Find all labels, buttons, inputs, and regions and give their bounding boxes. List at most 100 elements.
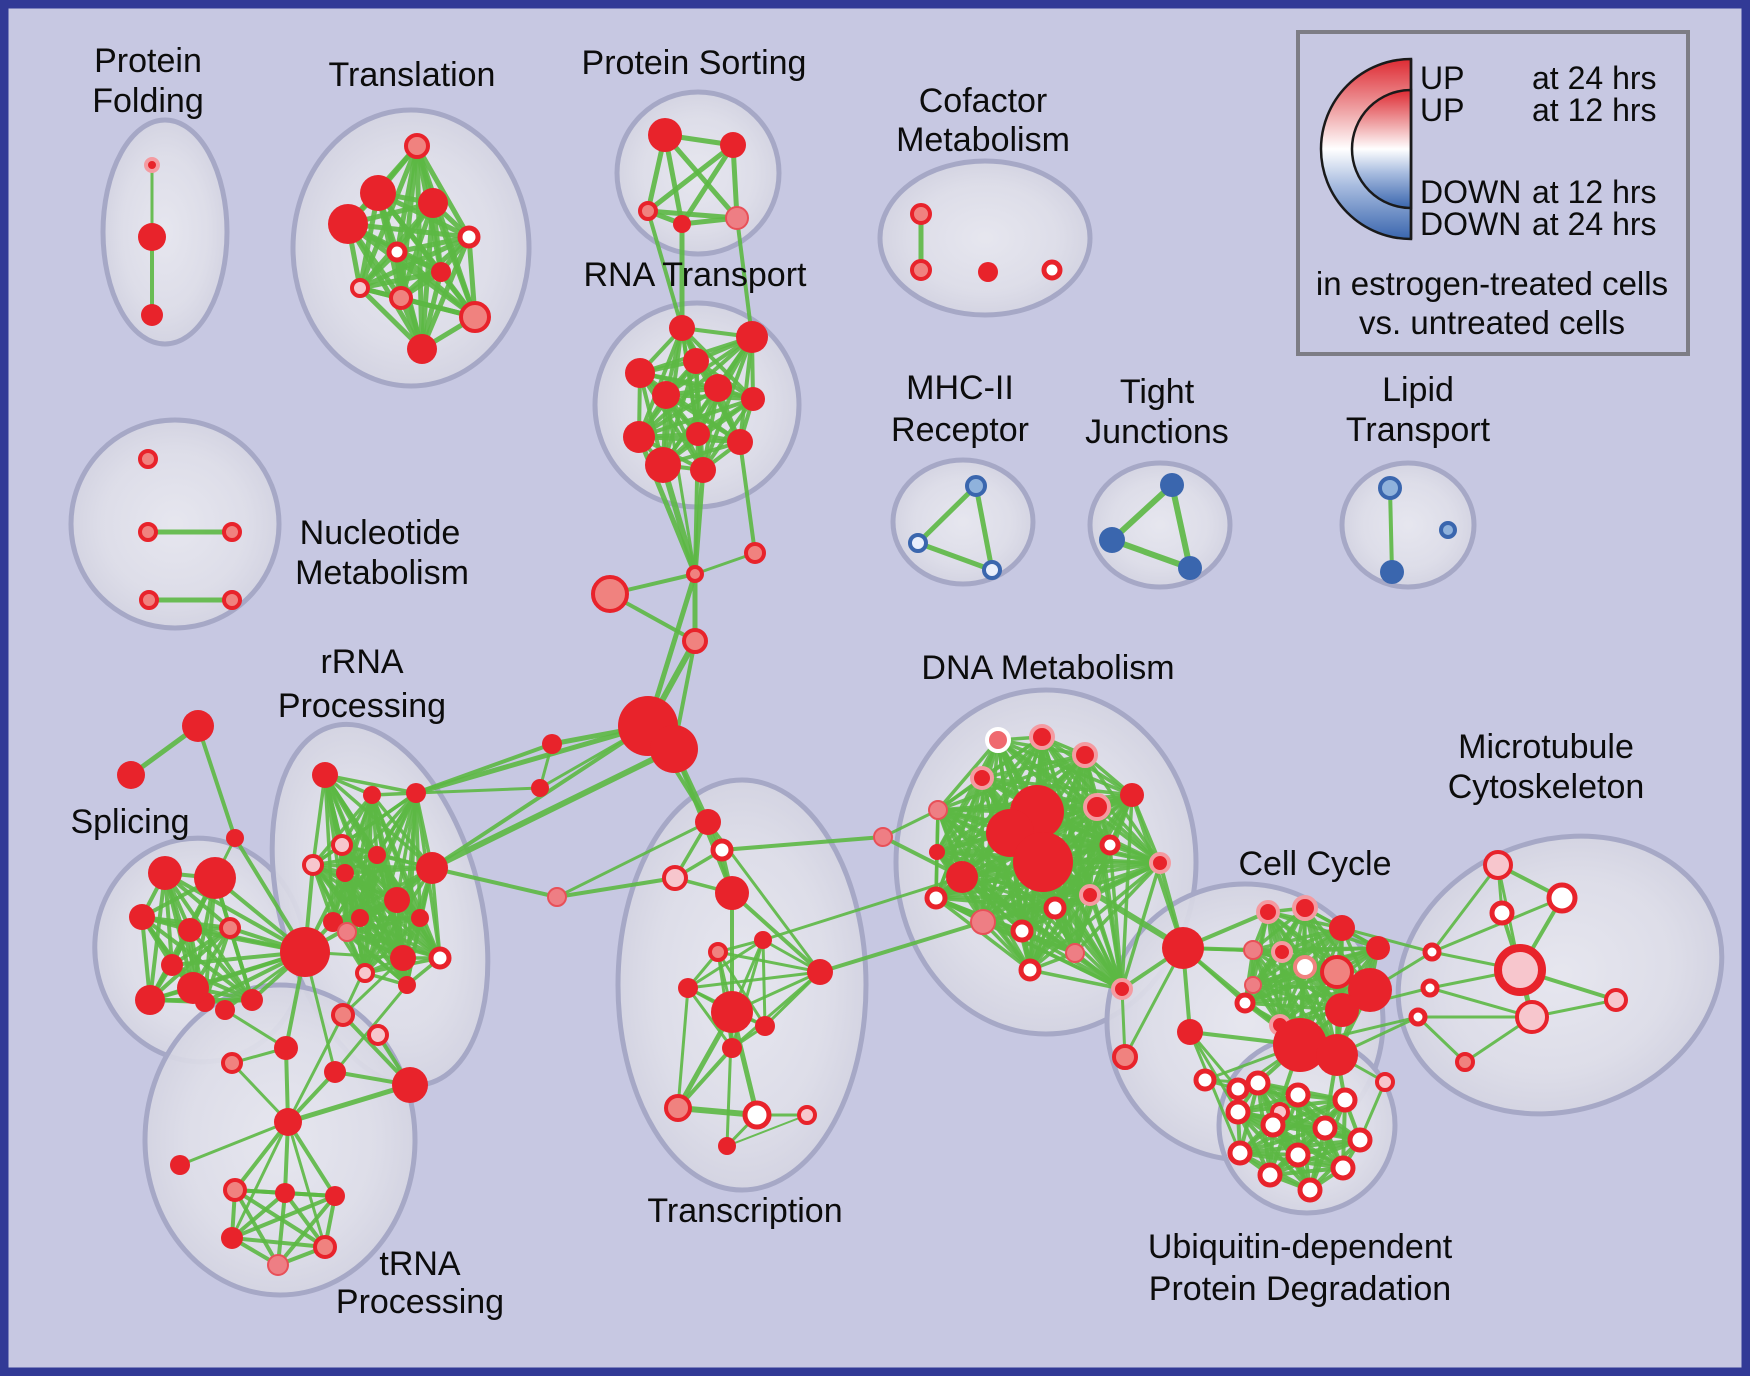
node-70	[177, 972, 209, 1004]
node-50	[591, 575, 629, 613]
node-164	[1420, 978, 1440, 998]
legend-row-dir-0: UP	[1420, 60, 1464, 96]
node-137	[1043, 896, 1067, 920]
node-156	[1234, 992, 1256, 1014]
node-131	[1099, 834, 1121, 856]
node-132	[1149, 852, 1171, 874]
node-75	[302, 854, 324, 876]
cluster-label-ubiquitin-degradation-0: Ubiquitin-dependent	[1148, 1228, 1453, 1266]
cluster-label-microtubule-cytoskeleton-0: Microtubule	[1458, 728, 1634, 766]
node-185	[1375, 1072, 1395, 1092]
cluster-nucleotide-metabolism	[68, 417, 282, 631]
cluster-label-trna-processing-0: tRNA	[379, 1245, 461, 1283]
node-0	[144, 157, 160, 173]
edge	[676, 986, 690, 1110]
node-46	[727, 429, 753, 455]
legend-row-dir-2: DOWN	[1420, 174, 1521, 210]
node-100	[221, 1227, 243, 1249]
edge	[233, 1120, 290, 1192]
legend: UP at 24 hrs UP at 12 hrs DOWN at 12 hrs…	[1296, 30, 1690, 356]
node-95	[274, 1108, 302, 1136]
edge	[1430, 863, 1500, 954]
node-24	[908, 533, 928, 553]
node-108	[754, 931, 772, 949]
edge	[1251, 926, 1344, 952]
edge	[1340, 926, 1434, 954]
edge	[1028, 893, 1092, 972]
node-99	[325, 1186, 345, 1206]
node-84	[428, 946, 452, 970]
edge	[178, 1120, 290, 1167]
node-40	[625, 358, 655, 388]
edge	[555, 820, 710, 899]
node-97	[223, 1178, 247, 1202]
node-2	[141, 304, 163, 326]
cluster-label-translation-0: Translation	[329, 56, 496, 94]
cluster-microtubule-cytoskeleton	[1395, 833, 1725, 1117]
node-72	[363, 786, 381, 804]
node-32	[138, 449, 158, 469]
node-58	[117, 761, 145, 789]
node-56	[531, 779, 549, 797]
node-96	[170, 1155, 190, 1175]
node-88	[215, 1000, 235, 1020]
edge	[936, 738, 1000, 812]
node-8	[386, 241, 408, 263]
node-147	[1329, 915, 1355, 941]
node-86	[398, 976, 416, 994]
node-48	[690, 457, 716, 483]
node-113	[722, 1038, 742, 1058]
edge	[311, 793, 374, 867]
node-94	[221, 1052, 243, 1074]
node-118	[547, 887, 567, 907]
node-29	[1378, 476, 1402, 500]
node-114	[664, 1094, 692, 1122]
node-103	[695, 809, 721, 835]
cluster-label-mhc-ii-receptor-1: Receptor	[891, 411, 1029, 449]
edge	[394, 234, 472, 255]
node-169	[1494, 944, 1546, 996]
edge	[331, 853, 379, 924]
node-145	[1256, 900, 1280, 924]
node-150	[1271, 941, 1293, 963]
cluster-lipid-transport	[1339, 460, 1477, 590]
node-102	[267, 1254, 289, 1276]
node-63	[178, 918, 202, 942]
edge	[430, 866, 559, 899]
node-4	[360, 175, 396, 211]
node-33	[138, 522, 158, 542]
edge	[230, 1191, 287, 1240]
node-36	[222, 590, 242, 610]
edge	[196, 724, 237, 840]
edge	[1236, 1098, 1347, 1114]
legend-row-dir-3: DOWN	[1420, 206, 1521, 242]
node-65	[161, 954, 183, 976]
edge	[725, 1010, 734, 1148]
node-82	[337, 922, 357, 942]
node-125	[1083, 793, 1111, 821]
edge	[1088, 893, 1124, 991]
edge	[228, 926, 254, 1002]
node-74	[331, 834, 353, 856]
cluster-label-protein-folding-1: Folding	[92, 82, 204, 120]
edge	[286, 1013, 345, 1124]
node-176	[1225, 1099, 1251, 1125]
node-18	[725, 206, 749, 230]
node-143	[1112, 1044, 1138, 1070]
edge	[285, 1082, 413, 1125]
node-93	[392, 1067, 428, 1103]
node-98	[275, 1183, 295, 1203]
legend-note-line1: in estrogen-treated cells	[1316, 265, 1668, 302]
node-80	[351, 909, 369, 927]
edge	[716, 950, 822, 974]
node-167	[1546, 882, 1578, 914]
edge	[331, 916, 422, 924]
node-10	[350, 278, 370, 298]
legend-row-dir-1: UP	[1420, 92, 1464, 128]
cluster-label-protein-folding-0: Protein	[94, 42, 202, 80]
node-42	[652, 381, 680, 409]
edge	[662, 132, 740, 221]
node-178	[1312, 1115, 1338, 1141]
edge	[1428, 986, 1534, 1019]
